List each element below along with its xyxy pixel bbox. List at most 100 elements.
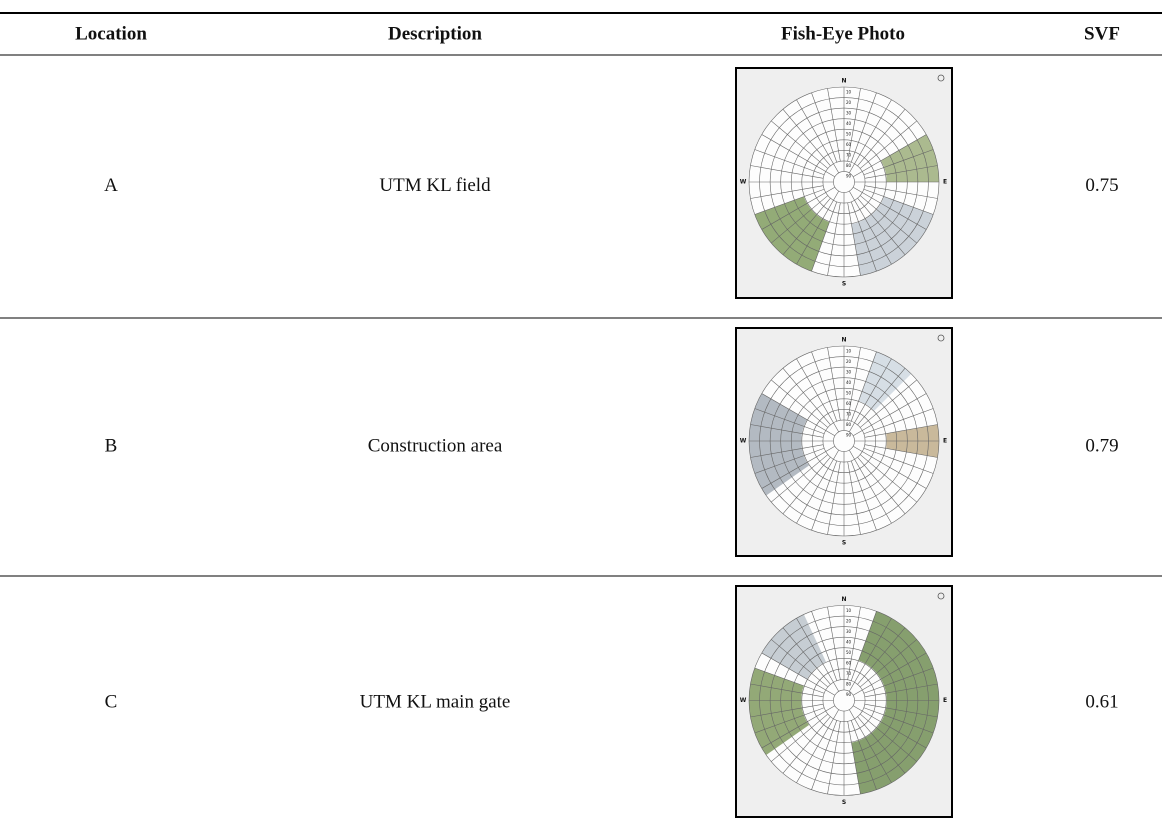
grid-spoke [827, 461, 841, 535]
ring-label: 60 [846, 142, 852, 147]
grid-spoke [827, 721, 841, 795]
compass-label: W [740, 697, 747, 704]
grid-spoke [863, 447, 934, 474]
grid-spoke [864, 424, 938, 438]
ring-label: 10 [846, 348, 852, 353]
grid-spoke [771, 713, 829, 762]
ring-label: 60 [846, 401, 852, 406]
grid-spoke [761, 393, 836, 436]
grid-spoke [796, 99, 839, 174]
grid-spoke [864, 703, 938, 718]
obstruction [749, 668, 809, 755]
grid-spoke [827, 347, 841, 421]
grid-spoke [850, 351, 877, 422]
ring-label: 70 [846, 153, 852, 158]
grid-spoke [811, 351, 838, 422]
grid-spoke [857, 368, 906, 426]
grid-spoke [754, 149, 825, 176]
compass-label: W [740, 179, 747, 186]
grid-spoke [750, 444, 824, 458]
grid-spoke [782, 368, 831, 426]
ring-label: 80 [846, 163, 852, 168]
obstruction [754, 196, 830, 272]
grid-spoke [750, 165, 824, 179]
grid-spoke [849, 709, 892, 783]
description-cell: UTM KL field [379, 175, 491, 196]
compass-label: S [842, 540, 846, 547]
grid-spoke [859, 713, 917, 762]
ring-label: 70 [846, 671, 852, 676]
grid-spoke [847, 461, 861, 535]
grid-spoke [827, 606, 841, 680]
description-cell: Construction area [368, 435, 503, 456]
grid-spoke [771, 379, 829, 428]
grid-spoke [782, 109, 831, 167]
ring-label: 50 [846, 650, 852, 655]
grid-spoke [782, 716, 831, 774]
grid-spoke [761, 652, 836, 696]
grid-spoke [771, 195, 829, 244]
ring-label: 20 [846, 100, 852, 105]
compass-label: N [841, 78, 846, 85]
grid-spoke [859, 639, 917, 688]
grid-spoke [771, 454, 829, 503]
grid-spoke [811, 611, 838, 681]
grid-spoke [850, 201, 877, 272]
obstruction [761, 614, 826, 680]
grid-spoke [847, 202, 861, 276]
svf-cell: 0.75 [1085, 175, 1118, 196]
compass-label: N [841, 337, 846, 344]
ring-label: 20 [846, 359, 852, 364]
grid-spoke [754, 188, 825, 215]
ring-label: 40 [846, 639, 852, 644]
svf-cell: 0.79 [1085, 435, 1118, 456]
grid-spoke [852, 187, 927, 230]
grid-spoke [750, 424, 824, 438]
grid-spoke [782, 197, 831, 255]
grid-spoke [847, 721, 861, 795]
compass-label: E [943, 438, 947, 445]
grid-spoke [796, 449, 839, 524]
ring-label: 90 [846, 692, 852, 697]
grid-spoke [796, 190, 839, 265]
location-cell: B [105, 435, 118, 456]
grid-spoke [811, 720, 838, 790]
grid-spoke [750, 185, 824, 199]
grid-spoke [849, 618, 892, 692]
grid-spoke [849, 190, 892, 265]
grid-spoke [857, 627, 906, 685]
grid-spoke [796, 358, 839, 433]
grid-spoke [847, 347, 861, 421]
logo-icon [937, 74, 945, 82]
ring-label: 40 [846, 380, 852, 385]
grid-spoke [852, 134, 927, 177]
obstruction [851, 611, 940, 795]
ring-label: 90 [846, 433, 852, 438]
grid-spoke [750, 703, 824, 718]
grid-spoke [761, 705, 836, 749]
grid-spoke [782, 456, 831, 514]
grid-spoke [761, 134, 836, 177]
grid-spoke [852, 393, 927, 436]
ring-label: 30 [846, 629, 852, 634]
fisheye-photo: N E S W 10 20 30 40 50 60 70 80 90 [735, 585, 953, 818]
ring-label: 80 [846, 682, 852, 687]
ring-label: 30 [846, 369, 852, 374]
grid-spoke [863, 149, 934, 176]
grid-spoke [827, 202, 841, 276]
ring-label: 80 [846, 422, 852, 427]
grid-spoke [850, 460, 877, 531]
grid-spoke [811, 460, 838, 531]
obstruction [851, 196, 934, 276]
logo-icon [937, 592, 945, 600]
location-cell: C [105, 691, 118, 712]
ring-label: 10 [846, 608, 852, 613]
grid-spoke [852, 652, 927, 696]
compass-label: N [841, 596, 846, 603]
grid-spoke [857, 456, 906, 514]
grid-spoke [863, 707, 934, 734]
fisheye-photo: N E S W 10 20 30 40 50 60 70 80 90 [735, 327, 953, 557]
grid-spoke [857, 716, 906, 774]
compass-label: E [943, 179, 947, 186]
